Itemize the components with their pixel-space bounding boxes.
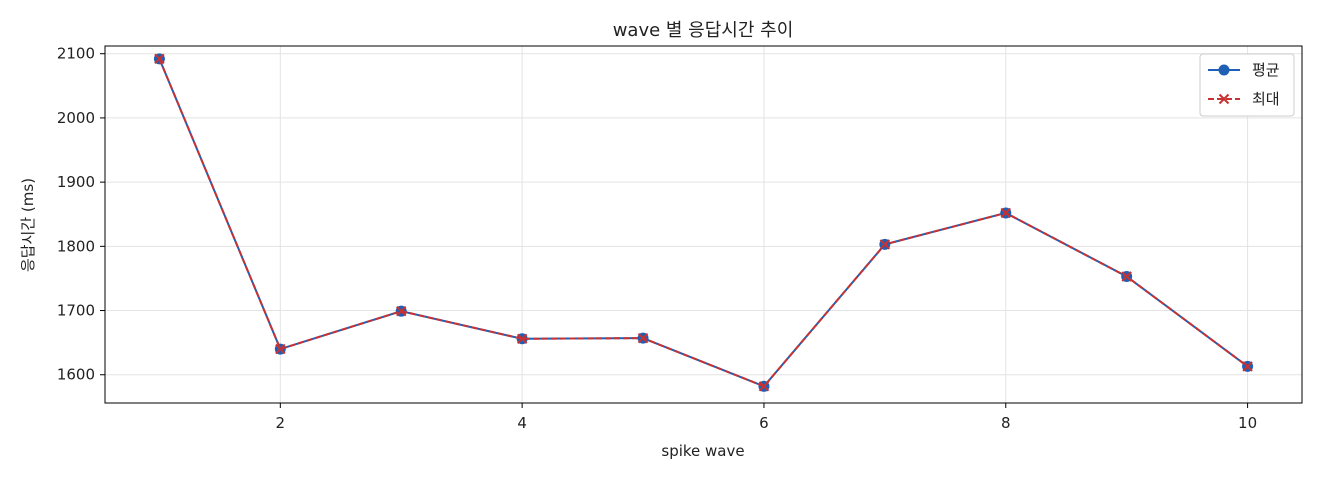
plot-area-frame [104, 45, 1303, 404]
x-axis-label: spike wave [661, 442, 744, 460]
series-group [153, 53, 1254, 392]
y-tick-label: 1800 [57, 237, 95, 255]
series-line [158, 58, 1249, 388]
series-2 [154, 53, 1253, 392]
legend-marker [1218, 64, 1230, 76]
legend-box [1199, 53, 1295, 117]
data-point [879, 239, 891, 250]
series-1 [153, 53, 1254, 392]
data-point [1121, 271, 1132, 282]
x-tick-label: 8 [1001, 414, 1011, 432]
data-point [1000, 207, 1011, 219]
y-tick-label: 2100 [57, 45, 95, 63]
x-tick-label: 10 [1238, 414, 1257, 432]
x-tick-label: 6 [759, 414, 769, 432]
x-tick-label: 4 [517, 414, 527, 432]
legend-label: 최대 [1252, 90, 1280, 108]
data-point [154, 53, 165, 65]
data-point [637, 332, 649, 344]
y-tick-label: 1600 [57, 366, 95, 384]
grid [105, 46, 1302, 403]
chart-title: wave 별 응답시간 추이 [613, 20, 794, 41]
data-point [396, 305, 407, 317]
data-point [758, 381, 770, 392]
data-point [275, 343, 286, 355]
legend-item: 최대 [1208, 90, 1280, 108]
legend-item: 평균 [1208, 61, 1280, 79]
y-tick-label: 2000 [57, 109, 95, 127]
legend-label: 평균 [1252, 61, 1280, 79]
y-axis-label: 응답시간 (ms) [19, 178, 37, 272]
data-point [1242, 361, 1253, 372]
x-tick-label: 2 [276, 414, 286, 432]
data-point [516, 333, 528, 344]
series-line [158, 58, 1249, 388]
y-tick-label: 1700 [57, 302, 95, 320]
y-tick-label: 1900 [57, 173, 95, 191]
axis-ticks: 2 4 6 8 10 1600 1700 1800 1900 2000 2100 [57, 45, 1257, 432]
legend-marker [1218, 93, 1230, 105]
